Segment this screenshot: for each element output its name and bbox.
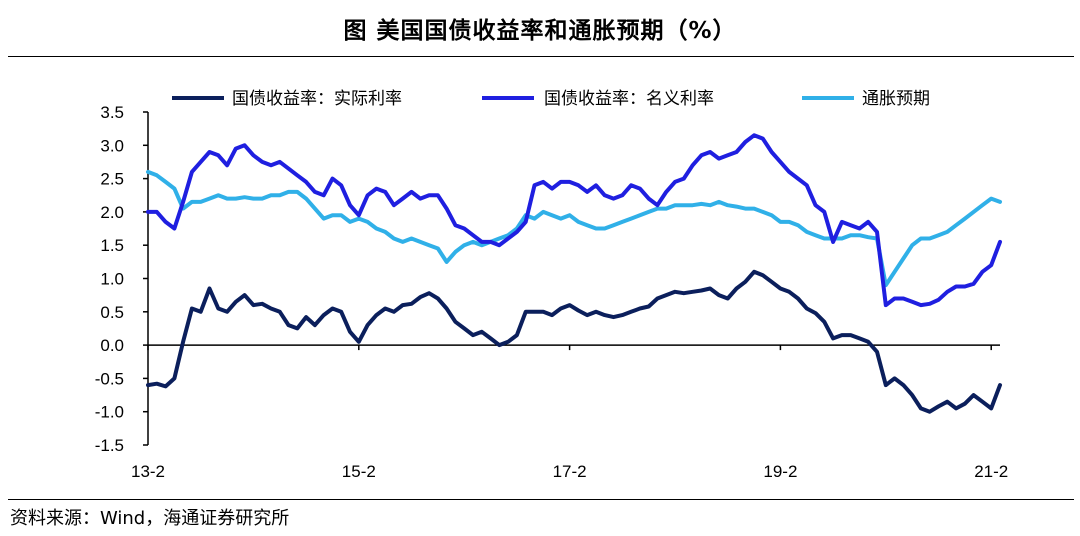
y-tick-label: 1.0 [100, 270, 124, 289]
y-tick-label: -1.0 [95, 403, 124, 422]
legend-label-1: 国债收益率：名义利率 [544, 89, 714, 109]
x-tick-label: 21-2 [974, 462, 1008, 481]
series-line-1 [146, 133, 1002, 308]
y-tick-label: 3.5 [100, 103, 124, 122]
legend-label-2: 通胀预期 [862, 89, 930, 109]
y-tick-label: 0.5 [100, 303, 124, 322]
x-tick-label: 19-2 [763, 462, 797, 481]
series-line-2 [146, 169, 1002, 288]
y-tick-label: -0.5 [95, 369, 124, 388]
series-group [146, 133, 1002, 414]
series-line-0 [146, 269, 1002, 414]
y-axis: 3.5 3.0 2.5 2.0 1.5 1.0 0.5 0.0 -0.5 -1.0 -1.5 [95, 103, 149, 455]
title-rule [8, 56, 1074, 57]
x-axis: 13-2 15-2 17-2 19-2 21-2 [131, 344, 1008, 481]
x-tick-label: 15-2 [342, 462, 376, 481]
source-note: 资料来源：Wind，海通证券研究所 [10, 508, 290, 529]
y-tick-label: 2.5 [100, 170, 124, 189]
y-tick-label: 2.0 [100, 203, 124, 222]
legend: 国债收益率：实际利率 国债收益率：名义利率 通胀预期 [172, 89, 930, 109]
y-tick-label: 1.5 [100, 236, 124, 255]
legend-label-0: 国债收益率：实际利率 [232, 89, 402, 109]
y-tick-label: 0.0 [100, 336, 124, 355]
source-rule [8, 499, 1074, 500]
chart-title: 图 美国国债收益率和通胀预期（%） [343, 18, 737, 44]
y-tick-label: -1.5 [95, 436, 124, 455]
x-tick-label: 13-2 [131, 462, 165, 481]
y-tick-label: 3.0 [100, 136, 124, 155]
line-chart: 国债收益率：实际利率 国债收益率：名义利率 通胀预期 3.5 3.0 2.5 2.0 1.5… [95, 89, 1009, 481]
x-tick-label: 17-2 [553, 462, 587, 481]
